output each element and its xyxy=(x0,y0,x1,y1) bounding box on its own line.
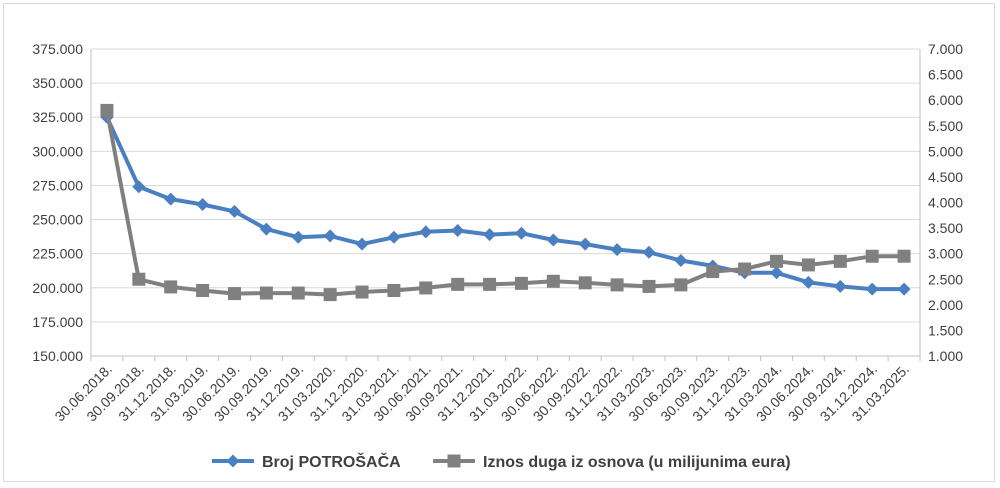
data-point xyxy=(897,282,911,296)
data-point xyxy=(610,243,624,257)
series-line xyxy=(104,110,905,297)
line-chart: 150.000 175.000 200.000 225.000 250.000 275.0… xyxy=(32,41,963,471)
data-point xyxy=(132,180,146,194)
data-point xyxy=(770,266,784,280)
data-point xyxy=(100,103,114,117)
data-point xyxy=(610,278,624,292)
left-tick-label: 325.000 xyxy=(32,109,83,125)
right-tick-label: 3.000 xyxy=(928,246,963,262)
left-tick-label: 275.000 xyxy=(32,177,83,193)
series-broj-potrosaca xyxy=(100,110,911,296)
data-point xyxy=(578,237,592,251)
left-tick-label: 175.000 xyxy=(32,314,83,330)
data-point xyxy=(642,245,656,259)
legend-label: Iznos duga iz osnova (u milijunima eura) xyxy=(483,454,791,471)
data-point xyxy=(259,222,273,236)
data-point xyxy=(546,274,560,288)
data-point xyxy=(674,278,688,292)
data-point xyxy=(674,253,688,267)
data-point xyxy=(227,287,241,301)
left-tick-label: 250.000 xyxy=(32,212,83,228)
data-point xyxy=(164,280,178,294)
data-point xyxy=(706,265,720,279)
left-tick-label: 150.000 xyxy=(32,348,83,364)
right-tick-label: 1.500 xyxy=(928,322,963,338)
right-tick-label: 3.500 xyxy=(928,220,963,236)
series-iznos-duga xyxy=(100,103,911,302)
data-point xyxy=(132,272,146,286)
data-point xyxy=(865,282,879,296)
data-point xyxy=(419,225,433,239)
legend-label: Broj POTROŠAČA xyxy=(262,452,401,471)
data-point xyxy=(387,230,401,244)
data-point xyxy=(451,277,465,291)
left-axis-ticks: 150.000 175.000 200.000 225.000 250.000 275.0… xyxy=(32,41,83,364)
left-tick-label: 225.000 xyxy=(32,246,83,262)
right-tick-label: 4.500 xyxy=(928,169,963,185)
right-axis-ticks: 1.000 1.500 2.000 2.500 3.000 3.500 4.000 4.500… xyxy=(928,41,963,364)
data-point xyxy=(897,249,911,263)
data-point xyxy=(323,229,337,243)
data-point xyxy=(355,285,369,299)
x-axis-ticks: 30.06.2018.30.09.2018.31.12.2018.31.03.2… xyxy=(51,361,912,425)
data-point xyxy=(801,275,815,289)
legend: Broj POTROŠAČA Iznos duga iz osnova (u mi… xyxy=(212,452,791,471)
data-point xyxy=(514,276,528,290)
legend-marker xyxy=(447,454,461,468)
right-tick-label: 1.000 xyxy=(928,348,963,364)
data-point xyxy=(514,226,528,240)
gridlines xyxy=(91,48,920,357)
data-point xyxy=(227,204,241,218)
data-point xyxy=(419,281,433,295)
data-point xyxy=(801,258,815,272)
data-point xyxy=(164,192,178,206)
data-point xyxy=(546,233,560,247)
data-point xyxy=(833,254,847,268)
data-point xyxy=(642,279,656,293)
right-tick-label: 4.000 xyxy=(928,195,963,211)
left-tick-label: 200.000 xyxy=(32,280,83,296)
left-tick-label: 375.000 xyxy=(32,41,83,57)
chart-frame: 150.000 175.000 200.000 225.000 250.000 275.0… xyxy=(3,3,995,482)
data-point xyxy=(259,286,273,300)
legend-marker xyxy=(226,454,240,468)
left-tick-label: 350.000 xyxy=(32,75,83,91)
data-point xyxy=(355,237,369,251)
right-tick-label: 6.500 xyxy=(928,67,963,83)
legend-item-iznos-duga: Iznos duga iz osnova (u milijunima eura) xyxy=(433,454,791,471)
data-point xyxy=(578,276,592,290)
data-point xyxy=(865,249,879,263)
data-point xyxy=(770,254,784,268)
right-tick-label: 7.000 xyxy=(928,41,963,57)
data-point xyxy=(196,198,210,212)
data-point xyxy=(291,286,305,300)
left-tick-label: 300.000 xyxy=(32,143,83,159)
series-layer xyxy=(100,103,911,302)
data-point xyxy=(483,277,497,291)
right-tick-label: 5.000 xyxy=(928,143,963,159)
axes xyxy=(90,49,921,361)
data-point xyxy=(738,262,752,276)
data-point xyxy=(387,284,401,298)
data-point xyxy=(833,279,847,293)
data-point xyxy=(451,223,465,237)
data-point xyxy=(291,230,305,244)
data-point xyxy=(323,288,337,302)
data-point xyxy=(483,228,497,242)
right-tick-label: 6.000 xyxy=(928,92,963,108)
right-tick-label: 2.000 xyxy=(928,297,963,313)
right-tick-label: 2.500 xyxy=(928,271,963,287)
legend-item-broj-potrosaca: Broj POTROŠAČA xyxy=(212,452,401,471)
right-tick-label: 5.500 xyxy=(928,118,963,134)
data-point xyxy=(196,284,210,298)
